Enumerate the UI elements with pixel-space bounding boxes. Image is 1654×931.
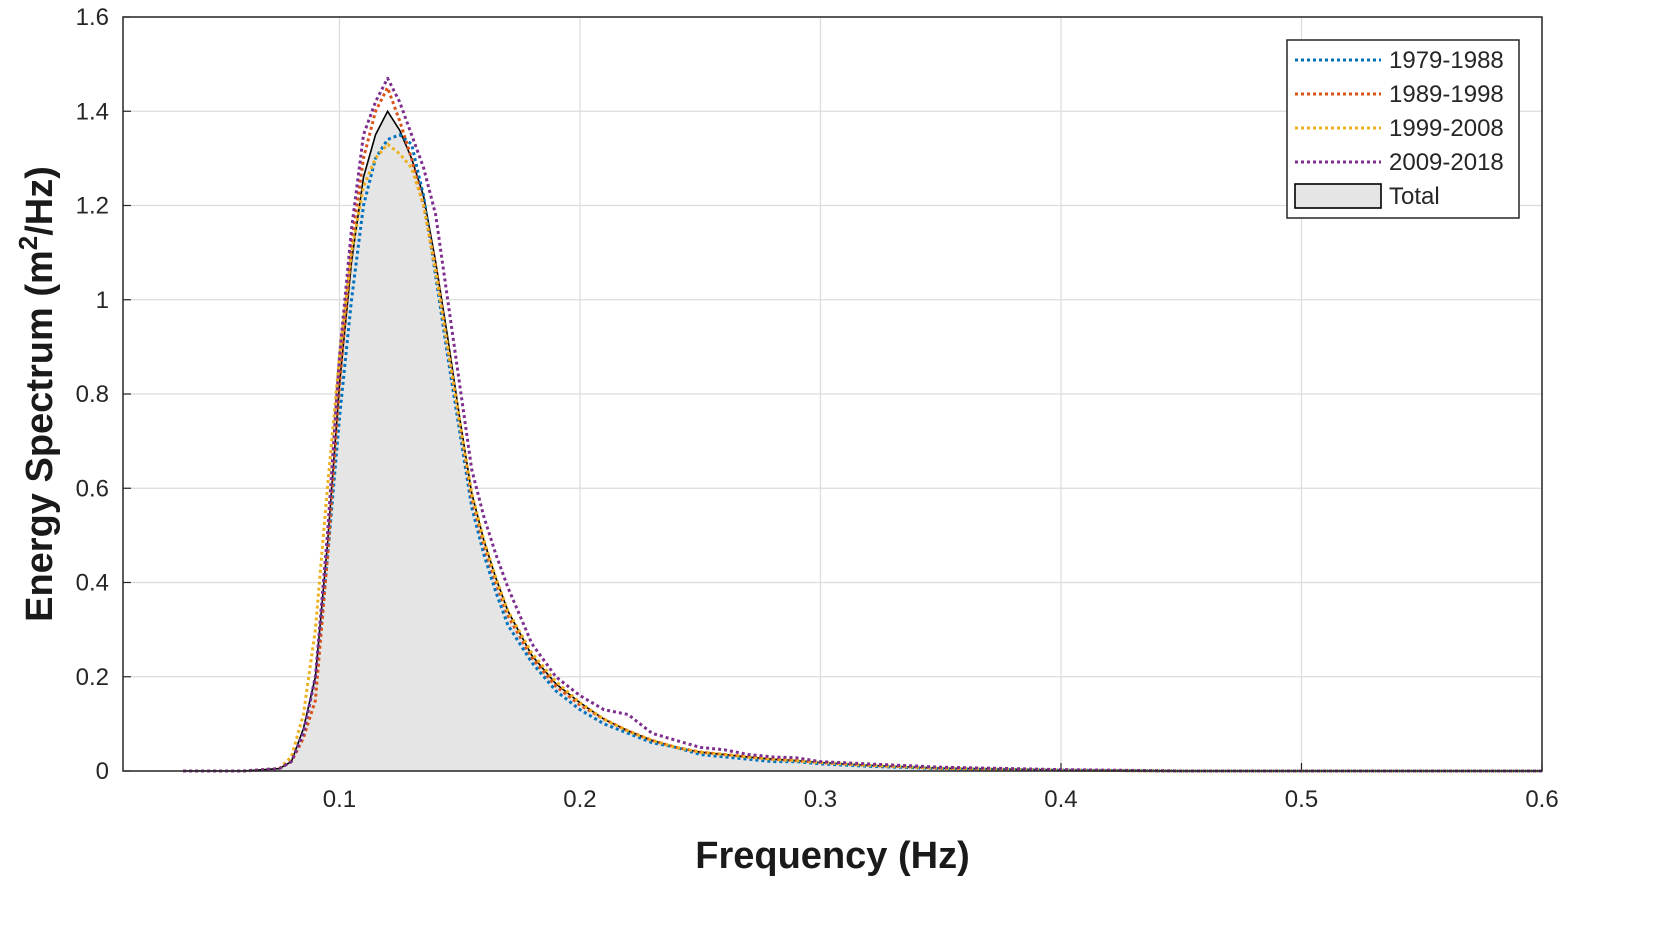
series-line-1989-1998 (183, 86, 1542, 773)
legend-label: Total (1389, 183, 1440, 210)
legend-label: 2009-2018 (1389, 149, 1504, 176)
y-tick-label: 1.4 (76, 98, 109, 125)
series-line-1999-2008 (183, 142, 1542, 773)
series-area-total (183, 111, 1543, 772)
x-tick-label: 0.1 (323, 786, 356, 813)
y-tick-label: 0.4 (76, 570, 109, 597)
y-axis-label-main: Energy Spectrum (m (19, 250, 61, 622)
legend: 1979-1988 1989-1998 1999-2008 2009-2018 Tota… (1286, 39, 1520, 219)
y-tick-label: 1.2 (76, 193, 109, 220)
legend-label: 1979-1988 (1389, 47, 1504, 74)
legend-label: 1999-2008 (1389, 115, 1504, 142)
y-tick-label: 1 (96, 287, 109, 314)
x-axis-label: Frequency (Hz) (695, 835, 969, 877)
x-tick-label: 0.5 (1285, 786, 1318, 813)
y-tick-labels: 0 0.2 0.4 0.6 0.8 1 1.2 1.4 1.6 (76, 4, 109, 785)
y-tick-label: 1.6 (76, 4, 109, 31)
x-tick-label: 0.2 (563, 786, 596, 813)
y-tick-label: 0 (96, 758, 109, 785)
plot-frame (122, 16, 1543, 772)
y-axis-label: Energy Spectrum (m2/Hz) (13, 166, 61, 622)
legend-label: 1989-1998 (1389, 81, 1504, 108)
x-tick-label: 0.6 (1525, 786, 1558, 813)
y-axis-label-superscript: 2 (13, 236, 43, 250)
y-tick-label: 0.2 (76, 664, 109, 691)
y-axis-label-unit: /Hz) (19, 166, 61, 236)
x-tick-label: 0.4 (1044, 786, 1077, 813)
y-tick-label: 0.6 (76, 475, 109, 502)
y-tick-label: 0.8 (76, 381, 109, 408)
legend-swatch-total (1294, 183, 1382, 209)
series-lines-layer (183, 76, 1542, 773)
x-tick-label: 0.3 (804, 786, 837, 813)
x-tick-labels: 0.1 0.2 0.3 0.4 0.5 0.6 (323, 786, 1559, 813)
